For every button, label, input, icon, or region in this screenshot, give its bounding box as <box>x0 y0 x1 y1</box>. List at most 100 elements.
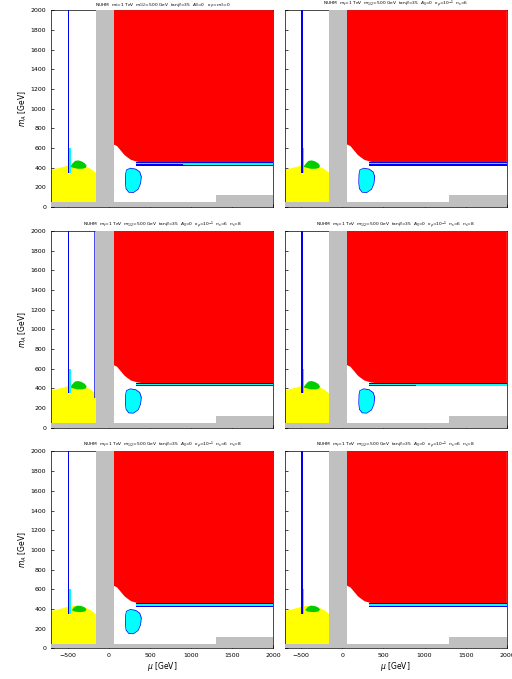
X-axis label: $\mu$ [GeV]: $\mu$ [GeV] <box>147 660 178 673</box>
Bar <box>329 10 347 207</box>
Polygon shape <box>285 165 335 207</box>
Bar <box>136 385 273 386</box>
Bar <box>369 162 507 163</box>
Polygon shape <box>333 359 334 416</box>
Polygon shape <box>358 388 375 414</box>
Polygon shape <box>68 231 70 393</box>
Bar <box>216 196 273 202</box>
Polygon shape <box>333 139 334 196</box>
Polygon shape <box>285 386 335 428</box>
Bar <box>136 382 273 384</box>
Bar <box>136 162 273 163</box>
Polygon shape <box>302 452 303 614</box>
Bar <box>136 384 273 385</box>
Polygon shape <box>70 381 87 389</box>
Title: NUHM  $m_t$=1 TeV  $m_{1/2}$=500 GeV  tan$\beta$=35  $A_0$=0   $\kappa_\rho$=$m_: NUHM $m_t$=1 TeV $m_{1/2}$=500 GeV tan$\… <box>95 1 230 10</box>
Polygon shape <box>358 168 375 193</box>
Polygon shape <box>72 606 87 612</box>
Title: NUHM  $m_t$=1 TeV  $m_{1/2}$=500 GeV  tan$\beta$=35  $A_0$=0  $\kappa_\rho$=10$^: NUHM $m_t$=1 TeV $m_{1/2}$=500 GeV tan$\… <box>316 219 475 231</box>
Bar <box>216 416 273 423</box>
Bar <box>94 231 95 399</box>
Bar <box>369 603 507 604</box>
Bar <box>216 637 273 644</box>
Polygon shape <box>304 160 320 169</box>
Bar <box>136 603 273 604</box>
Polygon shape <box>125 610 141 634</box>
Polygon shape <box>100 10 273 165</box>
Bar <box>369 604 507 606</box>
Polygon shape <box>334 148 335 187</box>
Bar <box>449 196 507 202</box>
Polygon shape <box>334 10 507 165</box>
Polygon shape <box>51 165 101 207</box>
Polygon shape <box>334 369 335 408</box>
Polygon shape <box>51 386 101 428</box>
Title: NUHM  $m_t$=1 TeV  $m_{1/2}$=500 GeV  tan$\beta$=35  $A_0$=0  $\kappa_\rho$=10$^: NUHM $m_t$=1 TeV $m_{1/2}$=500 GeV tan$\… <box>83 219 242 231</box>
Bar <box>285 423 507 428</box>
Bar <box>285 644 507 648</box>
Bar <box>136 606 273 607</box>
Title: NUHM  $m_t$=1 TeV  $m_{1/2}$=500 GeV  tan$\beta$=35  $A_0$=0  $\kappa_\rho$=10$^: NUHM $m_t$=1 TeV $m_{1/2}$=500 GeV tan$\… <box>316 440 475 452</box>
Polygon shape <box>70 589 71 614</box>
Bar <box>183 163 273 165</box>
Bar <box>369 606 507 607</box>
Polygon shape <box>100 452 273 606</box>
Polygon shape <box>70 148 71 172</box>
Bar <box>96 231 114 428</box>
Polygon shape <box>302 10 303 172</box>
Polygon shape <box>334 589 335 629</box>
Polygon shape <box>101 589 102 629</box>
Bar <box>369 385 507 386</box>
Polygon shape <box>100 359 101 416</box>
Bar <box>369 163 507 164</box>
Polygon shape <box>70 369 71 393</box>
Bar <box>136 163 273 164</box>
Polygon shape <box>304 381 320 389</box>
Polygon shape <box>125 168 141 192</box>
Bar <box>329 231 347 428</box>
Bar <box>136 164 273 166</box>
Title: NUHM  $m_t$=1 TeV  $m_{1/2}$=500 GeV  tan$\beta$=35  $A_0$=0  $\kappa_\rho$=10$^: NUHM $m_t$=1 TeV $m_{1/2}$=500 GeV tan$\… <box>323 0 468 10</box>
Polygon shape <box>68 452 70 614</box>
Bar <box>416 384 507 386</box>
Polygon shape <box>303 148 304 172</box>
Y-axis label: $m_A$ [GeV]: $m_A$ [GeV] <box>17 90 29 127</box>
Polygon shape <box>125 389 141 413</box>
Polygon shape <box>303 589 304 614</box>
Bar <box>51 644 273 648</box>
Bar <box>449 637 507 644</box>
Polygon shape <box>285 606 335 648</box>
Polygon shape <box>303 369 304 393</box>
Polygon shape <box>302 231 303 393</box>
Bar <box>136 604 273 606</box>
Polygon shape <box>359 389 374 413</box>
Y-axis label: $m_A$ [GeV]: $m_A$ [GeV] <box>17 311 29 348</box>
Bar <box>285 202 507 207</box>
Polygon shape <box>51 606 101 648</box>
Polygon shape <box>100 579 101 637</box>
Polygon shape <box>101 369 102 408</box>
Polygon shape <box>68 10 70 172</box>
Bar <box>51 202 273 207</box>
X-axis label: $\mu$ [GeV]: $\mu$ [GeV] <box>380 660 411 673</box>
Bar <box>449 416 507 423</box>
Polygon shape <box>334 452 507 606</box>
Polygon shape <box>333 579 334 637</box>
Polygon shape <box>70 160 87 169</box>
Polygon shape <box>334 231 507 386</box>
Polygon shape <box>125 609 142 634</box>
Polygon shape <box>359 168 374 192</box>
Polygon shape <box>125 168 142 193</box>
Bar <box>369 164 507 166</box>
Bar <box>329 452 347 648</box>
Polygon shape <box>101 148 102 187</box>
Polygon shape <box>100 139 101 196</box>
Bar <box>369 382 507 384</box>
Polygon shape <box>100 231 273 386</box>
Polygon shape <box>305 606 320 612</box>
Polygon shape <box>125 388 142 414</box>
Bar <box>96 452 114 648</box>
Bar <box>96 10 114 207</box>
Title: NUHM  $m_t$=1 TeV  $m_{1/2}$=500 GeV  tan$\beta$=35  $A_0$=0  $\kappa_\rho$=10$^: NUHM $m_t$=1 TeV $m_{1/2}$=500 GeV tan$\… <box>83 440 242 452</box>
Bar <box>51 423 273 428</box>
